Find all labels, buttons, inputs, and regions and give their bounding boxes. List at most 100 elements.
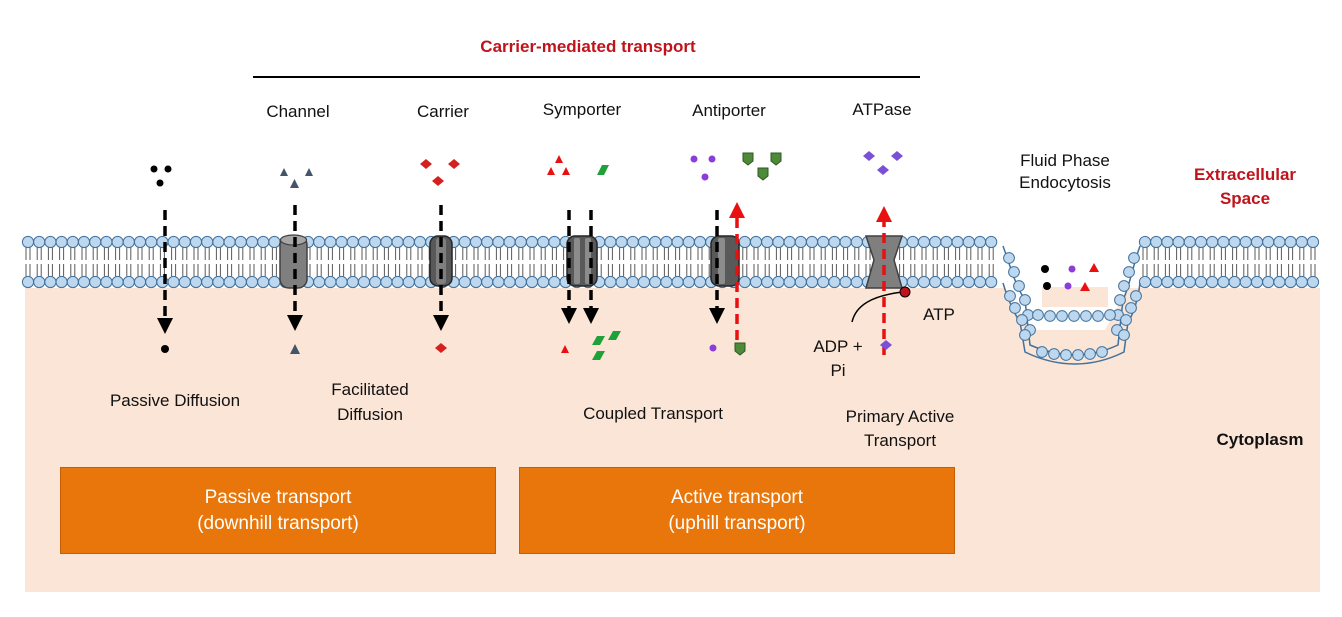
lipid-head xyxy=(805,235,819,249)
lipid-head xyxy=(1295,235,1308,249)
lipid-head xyxy=(402,275,415,289)
lipid-head xyxy=(514,275,527,289)
lipid-head xyxy=(828,235,841,249)
adp-label-line1: ADP + xyxy=(813,337,863,356)
lipid-head xyxy=(503,235,516,249)
lipid-head xyxy=(21,275,35,289)
lipid-head xyxy=(234,275,247,289)
lipid-head xyxy=(682,275,695,289)
endocytosis-label-line2: Endocytosis xyxy=(1019,173,1111,192)
lipid-head xyxy=(1150,275,1163,289)
lipid-head xyxy=(1072,349,1084,361)
lipid-head xyxy=(1019,294,1031,306)
lipid-head xyxy=(167,275,180,289)
endocytosis-pit xyxy=(1002,245,1142,365)
lipid-head xyxy=(1228,235,1241,249)
lipid-head xyxy=(77,275,91,289)
lipid-bilayer xyxy=(21,235,1320,289)
lipid-head xyxy=(906,275,919,289)
passive-transport-line2: (downhill transport) xyxy=(197,512,359,534)
active-transport-line2: (uphill transport) xyxy=(668,512,806,534)
lipid-head xyxy=(850,235,863,249)
lipid-head xyxy=(839,235,852,249)
channel-solute-inside xyxy=(290,344,300,354)
lipid-head xyxy=(313,235,326,249)
lipid-head xyxy=(1114,294,1126,306)
lipid-head xyxy=(1138,275,1152,289)
lipid-head xyxy=(962,235,975,249)
lipid-head xyxy=(245,235,259,249)
lipid-head xyxy=(357,275,371,289)
lipid-head xyxy=(1068,310,1080,322)
lipid-head xyxy=(1284,275,1297,289)
lipid-head xyxy=(772,275,785,289)
atpase-arrow xyxy=(876,206,892,355)
lipid-head xyxy=(749,275,763,289)
lipid-head xyxy=(1104,309,1116,321)
lipid-head xyxy=(89,235,102,249)
lipid-head xyxy=(1016,314,1028,326)
lipid-head xyxy=(111,275,124,289)
lipid-head xyxy=(1096,346,1108,358)
lipid-head xyxy=(1172,275,1185,289)
lipid-head xyxy=(783,235,796,249)
lipid-head xyxy=(985,275,998,289)
symporter-solutes-inside xyxy=(561,331,621,360)
lipid-head xyxy=(1003,252,1015,264)
antiporter-label: Antiporter xyxy=(692,101,766,120)
atpase-label: ATPase xyxy=(852,100,912,119)
cytoplasm-label: Cytoplasm xyxy=(1216,430,1304,449)
lipid-head xyxy=(257,275,270,289)
lipid-head xyxy=(537,235,550,249)
atpase-solute-inside xyxy=(880,340,892,350)
lipid-head xyxy=(469,235,483,249)
lipid-head xyxy=(178,275,191,289)
lipid-head xyxy=(951,275,964,289)
lipid-head xyxy=(951,235,964,249)
lipid-head xyxy=(369,235,382,249)
lipid-head xyxy=(380,235,393,249)
lipid-head xyxy=(917,235,931,249)
lipid-head xyxy=(346,235,359,249)
lipid-head xyxy=(122,235,135,249)
lipid-head xyxy=(212,235,225,249)
lipid-head xyxy=(693,235,707,249)
lipid-head xyxy=(817,235,830,249)
lipid-head xyxy=(525,235,539,249)
lipid-head xyxy=(212,275,225,289)
lipid-head xyxy=(1123,266,1135,278)
lipid-head xyxy=(133,235,147,249)
carrier-solute-diamonds xyxy=(420,159,460,186)
lipid-head xyxy=(828,275,841,289)
lipid-head xyxy=(189,235,203,249)
lipid-head xyxy=(537,275,550,289)
lipid-head xyxy=(649,275,662,289)
lipid-head xyxy=(626,235,639,249)
lipid-head xyxy=(313,275,326,289)
lipid-head xyxy=(850,275,863,289)
lipid-head xyxy=(1118,329,1130,341)
lipid-head xyxy=(973,275,987,289)
lipid-head xyxy=(906,235,919,249)
lipid-head xyxy=(1004,290,1016,302)
lipid-head xyxy=(671,235,684,249)
lipid-head xyxy=(1183,235,1196,249)
lipid-head xyxy=(1262,275,1275,289)
lipid-head xyxy=(929,235,942,249)
lipid-head xyxy=(324,235,337,249)
lipid-head xyxy=(1273,275,1286,289)
carrier-arrow xyxy=(433,205,449,331)
symporter-arrows xyxy=(561,210,599,324)
lipid-head xyxy=(548,235,561,249)
lipid-head xyxy=(626,275,639,289)
lipid-head xyxy=(749,235,763,249)
lipid-head xyxy=(738,275,751,289)
lipid-head xyxy=(234,235,247,249)
lipid-head xyxy=(268,235,281,249)
lipid-head xyxy=(189,275,203,289)
lipid-head xyxy=(693,275,707,289)
lipid-head xyxy=(1118,280,1130,292)
lipid-head xyxy=(223,235,236,249)
active-transport-line1: Active transport xyxy=(671,486,803,508)
lipid-head xyxy=(1250,275,1264,289)
